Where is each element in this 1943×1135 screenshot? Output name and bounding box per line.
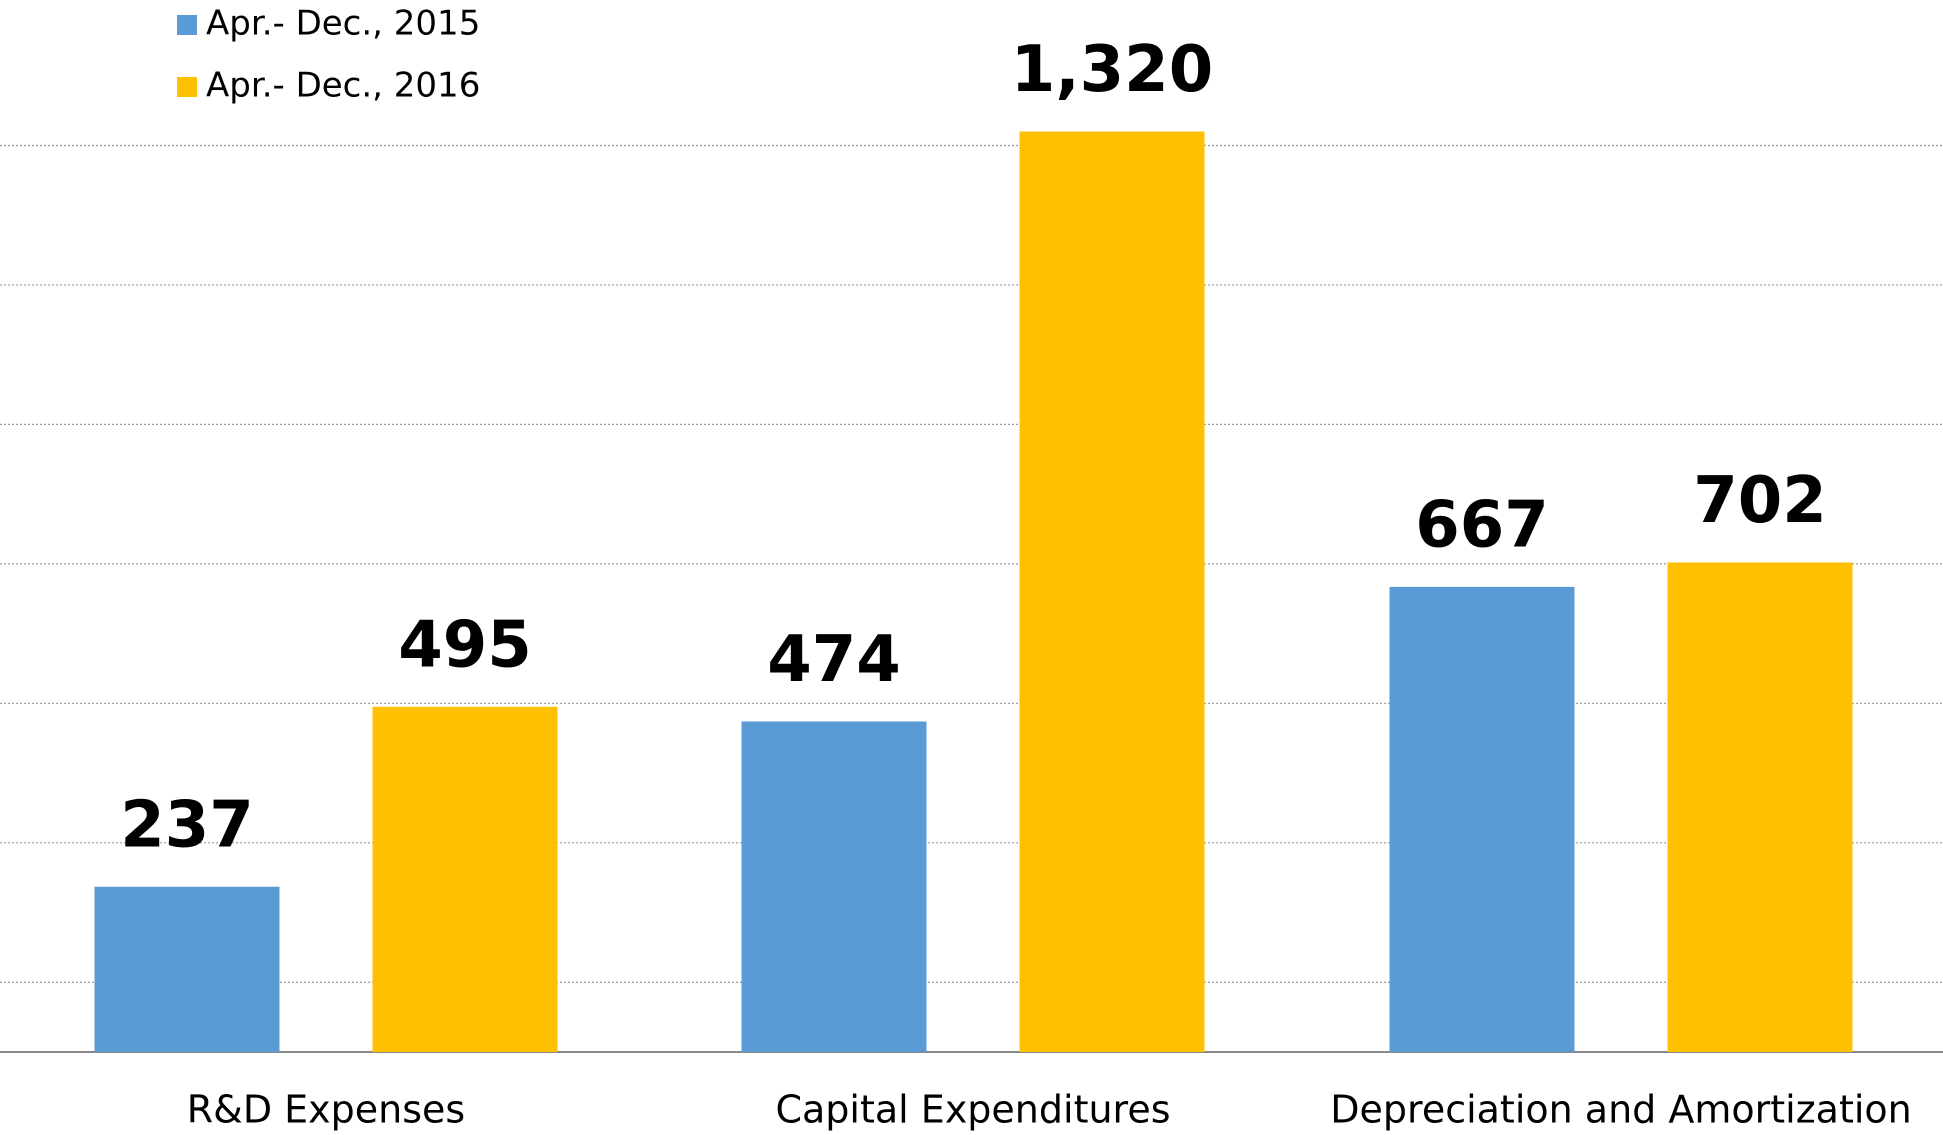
legend-label: Apr.- Dec., 2015 [206, 4, 480, 44]
legend-swatch [177, 77, 197, 97]
x-tick-label: Capital Expenditures [775, 1088, 1170, 1132]
legend-swatch [177, 15, 197, 35]
data-label: 237 [120, 788, 254, 862]
x-tick-label: Depreciation and Amortization [1330, 1088, 1911, 1132]
bar [1667, 562, 1853, 1052]
bar [372, 706, 558, 1052]
bar [1019, 131, 1205, 1052]
data-label: 702 [1693, 464, 1827, 538]
data-label: 1,320 [1011, 33, 1213, 107]
data-label: 495 [398, 608, 532, 682]
x-tick-label: R&D Expenses [187, 1088, 465, 1132]
legend-label: Apr.- Dec., 2016 [206, 66, 480, 106]
data-label: 474 [767, 623, 901, 697]
data-label: 667 [1415, 488, 1549, 562]
bar [1389, 586, 1575, 1052]
bar [94, 886, 280, 1052]
bar [741, 721, 927, 1052]
